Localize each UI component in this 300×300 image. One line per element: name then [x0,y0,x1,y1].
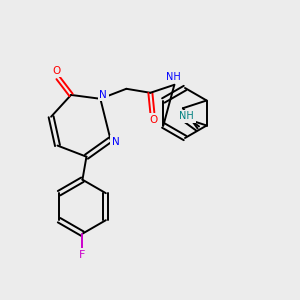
Text: N: N [100,90,107,100]
Text: NH: NH [166,72,181,82]
Text: F: F [79,250,85,260]
Text: O: O [52,66,60,76]
Text: N: N [112,136,119,146]
Text: O: O [149,115,158,125]
Text: NH: NH [179,111,194,121]
